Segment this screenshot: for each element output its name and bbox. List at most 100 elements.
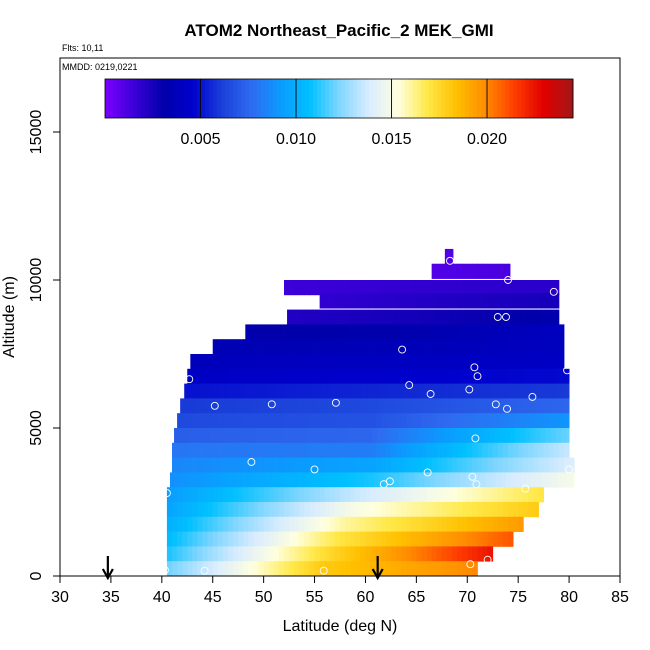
heatmap-cell [266,354,273,370]
heatmap-cell [182,413,188,429]
heatmap-cell [238,339,244,355]
heatmap-cell [406,561,412,577]
heatmap-cell [253,487,259,503]
heatmap-cell [255,324,261,340]
heatmap-cell [502,457,509,473]
heatmap-cell [248,531,254,547]
heatmap-cell [482,413,489,429]
heatmap-cell [508,531,514,547]
heatmap-cell [228,531,234,547]
heatmap-cell [263,502,270,518]
heatmap-cell [421,368,427,384]
heatmap-cell [436,546,443,562]
heatmap-cell [287,354,293,370]
heatmap-cell [375,487,382,503]
heatmap-cell [411,457,417,473]
heatmap-cell [408,383,414,399]
heatmap-cell [337,398,344,414]
heatmap-cell [355,516,361,532]
heatmap-cell [248,442,254,458]
heatmap-cell [423,324,429,340]
heatmap-cell [380,293,387,309]
heatmap-cell [190,398,196,414]
heatmap-cell [396,487,402,503]
heatmap-cell [187,457,193,473]
heatmap-cell [538,487,545,503]
heatmap-cell [436,531,443,547]
heatmap-cell [553,413,560,429]
heatmap-cell [261,398,268,414]
measurement-point [483,555,492,564]
heatmap-cell [424,309,430,325]
heatmap-cell [241,354,247,370]
heatmap-cell [497,516,504,532]
heatmap-cell [492,502,499,518]
heatmap-cell [457,339,463,355]
heatmap-cell [365,368,371,384]
heatmap-cell [175,472,181,488]
heatmap-cell [207,531,214,547]
colorbar-swatch [173,79,178,118]
heatmap-cell [377,324,384,340]
heatmap-cell [372,428,379,444]
heatmap-cell [217,546,224,562]
heatmap-cell [439,472,446,488]
heatmap-cell [533,457,539,473]
heatmap-cell [355,442,361,458]
heatmap-cell [454,324,460,340]
heatmap-cell [426,442,433,458]
heatmap-cell [508,280,514,296]
heatmap-cell [228,413,234,429]
heatmap-cell [497,442,504,458]
heatmap-cell [505,472,512,488]
heatmap-cell [251,398,257,414]
heatmap-cell [504,324,511,340]
colorbar-swatch [309,79,314,118]
heatmap-cell [426,368,433,384]
heatmap-cell [467,339,473,355]
measurement-point [405,381,414,390]
heatmap-cell [348,354,354,370]
heatmap-cell [446,368,453,384]
colorbar-swatch [493,79,498,118]
heatmap-cell [446,442,453,458]
heatmap-cell [314,442,321,458]
heatmap-cell [345,531,351,547]
heatmap-cell [511,354,517,370]
heatmap-cell [516,398,522,414]
heatmap-cell [457,413,463,429]
heatmap-cell [289,487,295,503]
heatmap-cell [350,280,356,296]
heatmap-cell [314,368,321,384]
heatmap-cell [455,398,461,414]
heatmap-cell [413,428,419,444]
heatmap-cell [336,383,343,399]
heatmap-cell [520,383,526,399]
heatmap-cell [538,442,545,458]
heatmap-cell [340,561,346,577]
heatmap-cell [365,502,371,518]
heatmap-cell [513,368,519,384]
heatmap-cell [353,354,359,370]
heatmap-cell [261,472,268,488]
heatmap-cell [375,293,382,309]
heatmap-cell [411,368,417,384]
x-tick-label: 45 [204,589,222,606]
heatmap-cell [414,472,420,488]
heatmap-cell [324,516,331,532]
heatmap-cell [187,516,193,532]
heatmap-cell [212,339,219,355]
heatmap-cell [202,442,209,458]
heatmap-cell [528,442,534,458]
heatmap-cell [235,428,241,444]
heatmap-cell [385,457,392,473]
heatmap-cell [172,561,178,577]
heatmap-cell [182,457,188,473]
heatmap-cell [411,531,417,547]
colorbar-swatch [293,79,298,118]
heatmap-cell [243,546,249,562]
heatmap-cell [304,457,310,473]
heatmap-cell [363,398,369,414]
heatmap-cell [533,442,539,458]
heatmap-cell [380,339,387,355]
